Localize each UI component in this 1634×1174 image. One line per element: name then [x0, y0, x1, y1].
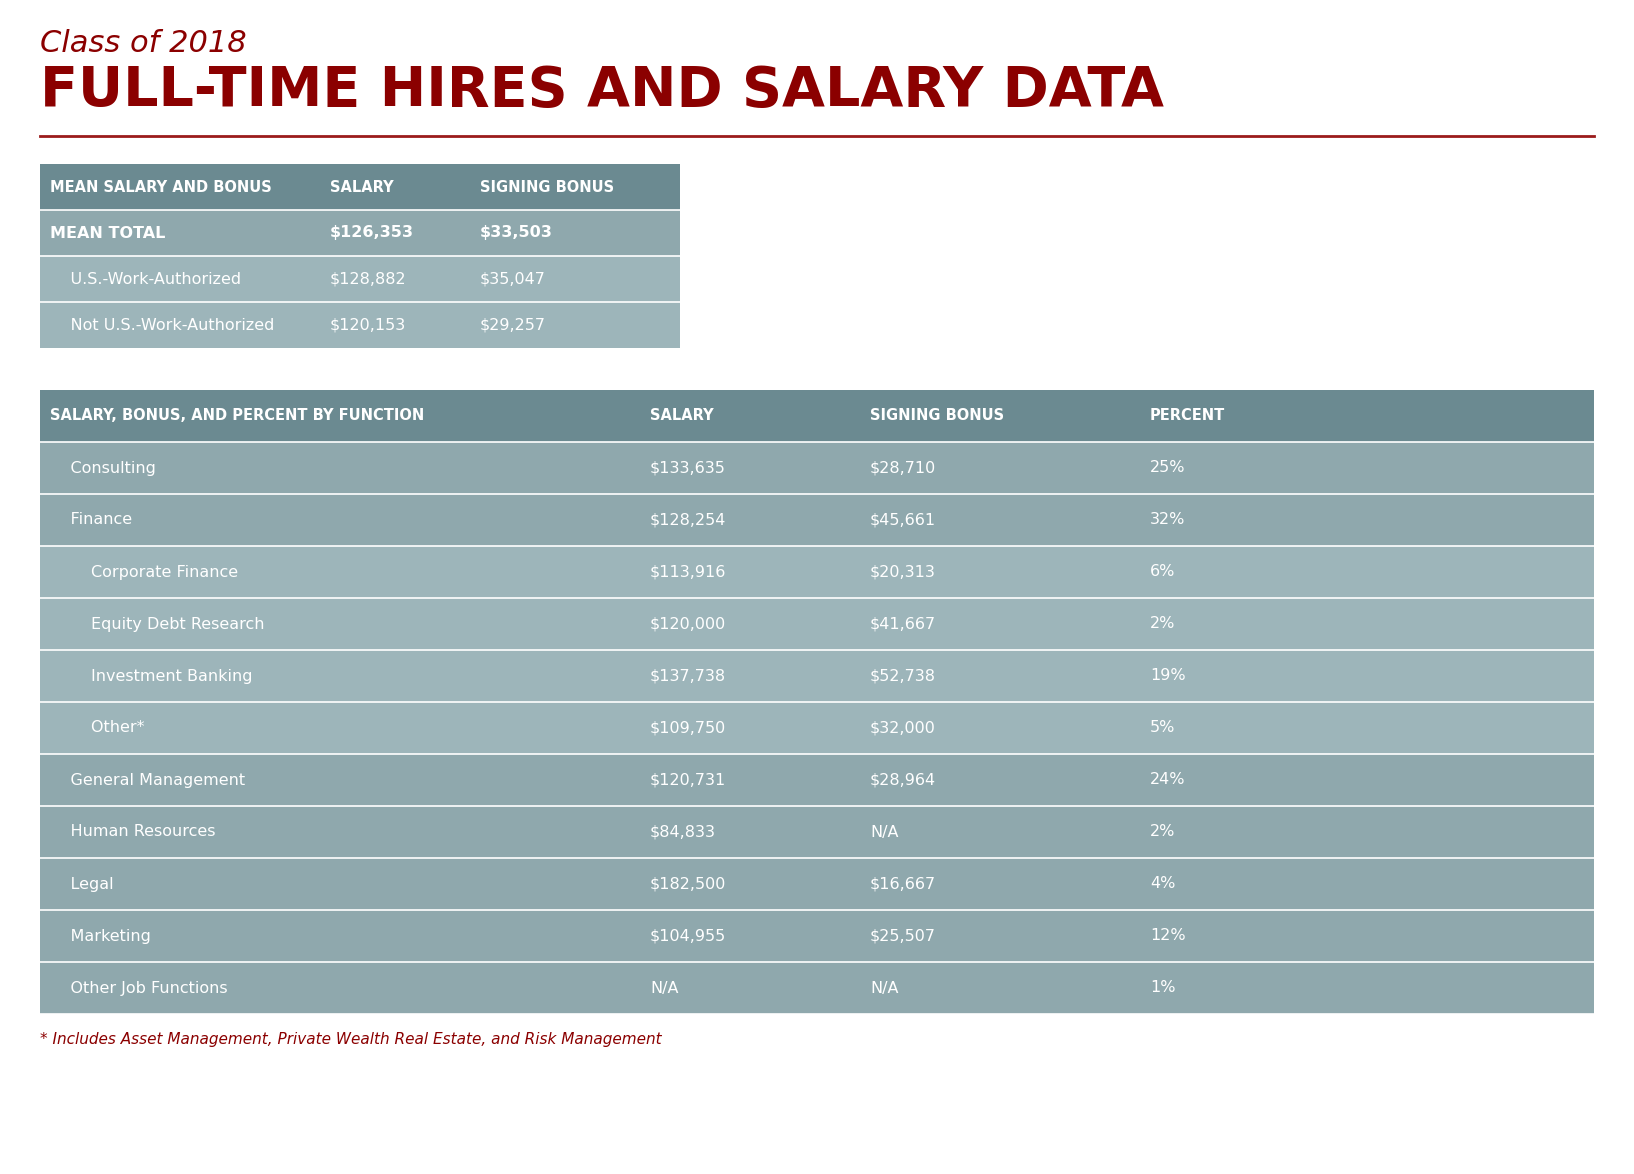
Text: $120,000: $120,000 — [650, 616, 725, 632]
Text: 1%: 1% — [1150, 980, 1175, 996]
FancyBboxPatch shape — [39, 441, 1595, 494]
Text: Human Resources: Human Resources — [51, 824, 216, 839]
FancyBboxPatch shape — [39, 858, 1595, 910]
FancyBboxPatch shape — [39, 390, 1595, 441]
Text: $126,353: $126,353 — [330, 225, 413, 241]
Text: $182,500: $182,500 — [650, 877, 727, 891]
Text: 5%: 5% — [1150, 721, 1175, 735]
Text: Class of 2018: Class of 2018 — [39, 29, 247, 58]
FancyBboxPatch shape — [39, 807, 1595, 858]
Text: $20,313: $20,313 — [869, 565, 936, 580]
Text: SIGNING BONUS: SIGNING BONUS — [869, 409, 1005, 424]
Text: 32%: 32% — [1150, 513, 1185, 527]
Text: $25,507: $25,507 — [869, 929, 936, 944]
Text: Corporate Finance: Corporate Finance — [51, 565, 239, 580]
Text: SALARY: SALARY — [330, 180, 394, 195]
Text: $35,047: $35,047 — [480, 271, 546, 286]
Text: 25%: 25% — [1150, 460, 1186, 475]
Text: $41,667: $41,667 — [869, 616, 936, 632]
Text: MEAN TOTAL: MEAN TOTAL — [51, 225, 165, 241]
Text: U.S.-Work-Authorized: U.S.-Work-Authorized — [51, 271, 242, 286]
Text: 19%: 19% — [1150, 668, 1186, 683]
Text: Investment Banking: Investment Banking — [51, 668, 253, 683]
FancyBboxPatch shape — [39, 754, 1595, 807]
Text: SALARY: SALARY — [650, 409, 714, 424]
Text: Other*: Other* — [51, 721, 144, 735]
Text: 2%: 2% — [1150, 824, 1175, 839]
Text: $109,750: $109,750 — [650, 721, 725, 735]
FancyBboxPatch shape — [39, 910, 1595, 962]
Text: $52,738: $52,738 — [869, 668, 936, 683]
Text: $28,710: $28,710 — [869, 460, 936, 475]
Text: $45,661: $45,661 — [869, 513, 936, 527]
Text: 24%: 24% — [1150, 772, 1186, 788]
Text: MEAN SALARY AND BONUS: MEAN SALARY AND BONUS — [51, 180, 271, 195]
Text: Not U.S.-Work-Authorized: Not U.S.-Work-Authorized — [51, 317, 275, 332]
FancyBboxPatch shape — [39, 598, 1595, 650]
Text: 2%: 2% — [1150, 616, 1175, 632]
Text: $120,153: $120,153 — [330, 317, 407, 332]
FancyBboxPatch shape — [39, 256, 680, 302]
Text: 4%: 4% — [1150, 877, 1175, 891]
Text: FULL-TIME HIRES AND SALARY DATA: FULL-TIME HIRES AND SALARY DATA — [39, 65, 1163, 119]
FancyBboxPatch shape — [39, 962, 1595, 1014]
FancyBboxPatch shape — [39, 702, 1595, 754]
Text: 12%: 12% — [1150, 929, 1186, 944]
Text: $128,254: $128,254 — [650, 513, 727, 527]
Text: Other Job Functions: Other Job Functions — [51, 980, 227, 996]
Text: $137,738: $137,738 — [650, 668, 725, 683]
Text: Marketing: Marketing — [51, 929, 150, 944]
FancyBboxPatch shape — [39, 302, 680, 348]
Text: SIGNING BONUS: SIGNING BONUS — [480, 180, 614, 195]
FancyBboxPatch shape — [39, 164, 680, 210]
FancyBboxPatch shape — [39, 494, 1595, 546]
Text: N/A: N/A — [869, 824, 899, 839]
Text: $28,964: $28,964 — [869, 772, 936, 788]
Text: $32,000: $32,000 — [869, 721, 936, 735]
Text: $29,257: $29,257 — [480, 317, 546, 332]
Text: $133,635: $133,635 — [650, 460, 725, 475]
Text: 6%: 6% — [1150, 565, 1175, 580]
Text: $104,955: $104,955 — [650, 929, 725, 944]
Text: General Management: General Management — [51, 772, 245, 788]
FancyBboxPatch shape — [39, 546, 1595, 598]
Text: N/A: N/A — [869, 980, 899, 996]
Text: SALARY, BONUS, AND PERCENT BY FUNCTION: SALARY, BONUS, AND PERCENT BY FUNCTION — [51, 409, 425, 424]
FancyBboxPatch shape — [39, 210, 680, 256]
Text: $16,667: $16,667 — [869, 877, 936, 891]
FancyBboxPatch shape — [39, 650, 1595, 702]
Text: PERCENT: PERCENT — [1150, 409, 1226, 424]
Text: $128,882: $128,882 — [330, 271, 407, 286]
Text: Equity Debt Research: Equity Debt Research — [51, 616, 265, 632]
Text: Consulting: Consulting — [51, 460, 155, 475]
Text: $120,731: $120,731 — [650, 772, 725, 788]
Text: Legal: Legal — [51, 877, 114, 891]
Text: $33,503: $33,503 — [480, 225, 552, 241]
Text: Finance: Finance — [51, 513, 132, 527]
Text: * Includes Asset Management, Private Wealth Real Estate, and Risk Management: * Includes Asset Management, Private Wea… — [39, 1032, 662, 1047]
Text: $113,916: $113,916 — [650, 565, 727, 580]
Text: N/A: N/A — [650, 980, 678, 996]
Text: $84,833: $84,833 — [650, 824, 716, 839]
